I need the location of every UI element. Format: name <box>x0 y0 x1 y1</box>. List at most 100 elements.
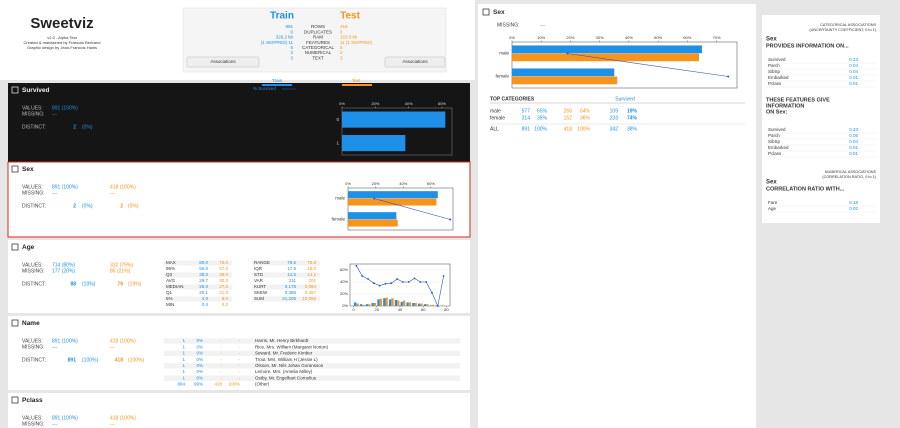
label: 1 <box>182 344 185 349</box>
table-row <box>252 278 320 284</box>
label: Survived <box>768 127 786 132</box>
label: 14.2 <box>307 272 316 277</box>
label: VAR <box>254 278 264 283</box>
label: - <box>239 369 241 374</box>
label: 4.0 <box>202 296 209 301</box>
label: Lemore, Mrs. (Amelia Milley) <box>255 369 313 374</box>
line-point <box>431 291 433 294</box>
label: Graphic design by Jean-Francois Hains <box>27 45 97 50</box>
line-point <box>407 281 410 283</box>
table-row <box>164 375 460 381</box>
histogram-bar <box>359 304 363 306</box>
line-point <box>566 52 569 55</box>
label: 266 <box>564 108 573 114</box>
label: VALUES: <box>22 184 43 190</box>
label: male <box>490 108 501 114</box>
label: 65% <box>537 108 548 114</box>
x-tick-label: 20% <box>372 181 380 186</box>
label: - <box>239 375 241 380</box>
label: MISSING: <box>497 22 520 28</box>
label: VALUES: <box>22 338 43 344</box>
label: 0.389 <box>285 290 297 295</box>
table-row <box>164 344 460 350</box>
line-point <box>378 284 381 287</box>
label: 56.0 <box>199 266 208 271</box>
legend-swatch <box>342 84 372 86</box>
histogram-bar <box>354 302 357 306</box>
label: 0 <box>340 29 343 34</box>
label: 891 (100%) <box>52 184 78 190</box>
label: INFORMATION <box>766 103 804 109</box>
histogram-bar <box>420 303 423 306</box>
card-icon <box>11 165 19 173</box>
label: % Survived <box>253 86 276 91</box>
card-title: Sex <box>22 166 34 173</box>
card-icon <box>11 86 19 94</box>
histogram-bar <box>423 304 427 306</box>
label: 27.0 <box>219 284 228 289</box>
label: 0.01 <box>849 145 858 150</box>
table-row <box>164 284 232 290</box>
label: SUM <box>254 296 264 301</box>
label: MAX <box>166 260 176 265</box>
label: 10,050 <box>302 296 316 301</box>
label: MISSING: <box>22 111 45 117</box>
line-point <box>361 275 364 277</box>
label: - <box>221 338 223 343</box>
label: Survived <box>768 57 786 62</box>
label: 57.0 <box>219 266 228 271</box>
label: ROWS <box>311 24 325 29</box>
histogram-bar <box>391 298 394 306</box>
label: 152 <box>564 115 573 121</box>
x-tick-label: 0% <box>345 181 351 186</box>
label: Test <box>352 78 361 83</box>
table-row <box>164 363 460 369</box>
bar <box>342 135 406 152</box>
label: 1 <box>182 357 185 362</box>
category-label: male <box>499 51 509 56</box>
category-label: male <box>335 196 345 201</box>
label: 99% <box>194 382 203 387</box>
label: - <box>221 351 223 356</box>
line-point <box>436 305 439 307</box>
label: CORRELATION RATIO WITH... <box>766 186 845 192</box>
label: 0% <box>196 363 203 368</box>
label: (100%) <box>128 357 144 363</box>
label: --- <box>52 190 57 196</box>
category-label: 1 <box>336 140 339 145</box>
table-row <box>164 381 460 388</box>
label: 0.2 <box>222 302 229 307</box>
label: - <box>239 344 241 349</box>
histogram-bar <box>435 305 438 306</box>
label: 0% <box>196 338 203 343</box>
card-pclass[interactable] <box>8 393 470 428</box>
label: Olsson, Mr. Nils Johan Goransson <box>255 363 324 368</box>
label: 100% <box>228 382 240 387</box>
associations-button[interactable] <box>384 56 446 68</box>
histogram-bar <box>400 301 403 306</box>
label: --- <box>52 344 57 350</box>
table-row <box>164 272 232 278</box>
label: 30.3 <box>219 278 228 283</box>
table-row <box>252 296 320 302</box>
label: VALUES: <box>22 262 43 268</box>
line <box>374 198 451 220</box>
associations-button[interactable] <box>186 56 260 68</box>
label: 64% <box>580 108 591 114</box>
label: - <box>221 375 223 380</box>
label: 1 <box>182 351 185 356</box>
label: MISSING: <box>22 268 45 274</box>
line-point <box>727 75 730 78</box>
label: 11 (1 SKIPPED) <box>340 40 373 45</box>
label: 86 (21%) <box>110 268 131 274</box>
label: 95% <box>166 266 175 271</box>
bar <box>348 191 438 199</box>
label: 0.04 <box>849 69 858 74</box>
histogram-bar <box>429 305 432 306</box>
label: --- <box>110 190 115 196</box>
histogram-bar <box>385 297 388 306</box>
label: Associations <box>210 59 236 64</box>
label: AVG <box>166 278 176 283</box>
label: Age <box>768 206 777 211</box>
label: - <box>221 344 223 349</box>
